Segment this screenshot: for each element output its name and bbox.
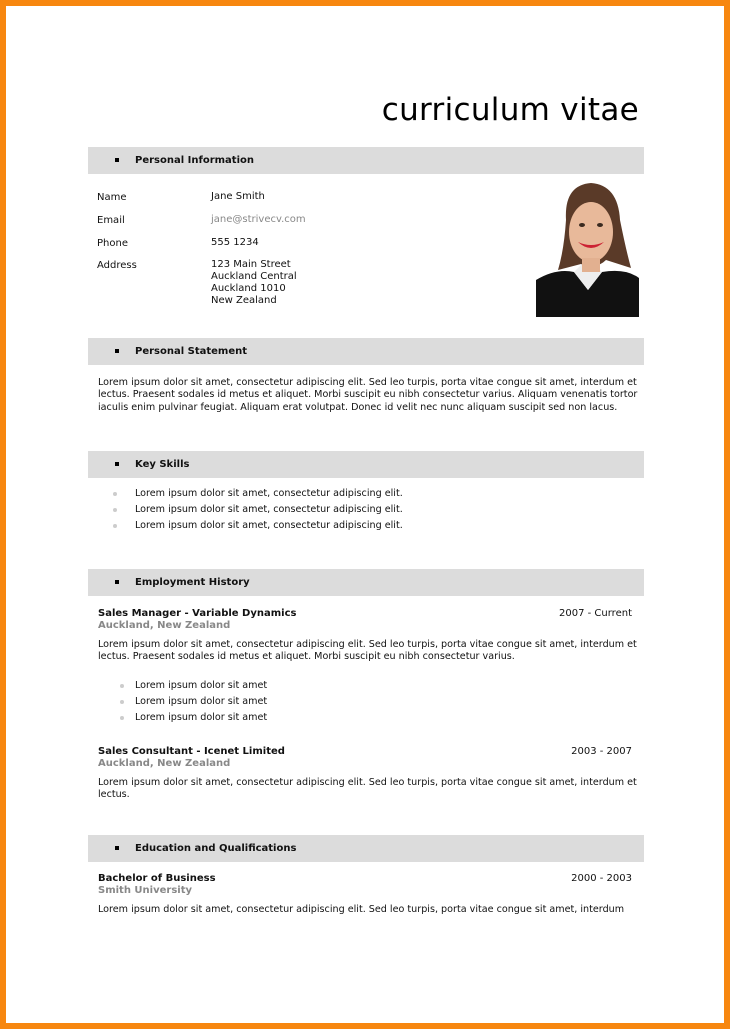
- job-dates: 2007 - Current: [559, 608, 632, 619]
- bullet-icon: [120, 700, 124, 704]
- skill-item: Lorem ipsum dolor sit amet, consectetur …: [135, 488, 403, 499]
- job-description: Lorem ipsum dolor sit amet, consectetur …: [98, 777, 637, 801]
- name-value: Jane Smith: [211, 191, 265, 202]
- section-title: Employment History: [135, 577, 250, 588]
- section-title: Education and Qualifications: [135, 843, 297, 854]
- section-header-key-skills: Key Skills: [88, 451, 644, 478]
- section-header-employment-history: Employment History: [88, 569, 644, 596]
- address-line: 123 Main Street: [211, 259, 291, 270]
- skill-item: Lorem ipsum dolor sit amet, consectetur …: [135, 504, 403, 515]
- education-dates: 2000 - 2003: [571, 873, 632, 884]
- bullet-icon: [115, 349, 119, 353]
- personal-statement-text: Lorem ipsum dolor sit amet, consectetur …: [98, 377, 638, 413]
- job-dates: 2003 - 2007: [571, 746, 632, 757]
- address-value: 123 Main Street Auckland Central Aucklan…: [211, 259, 297, 307]
- document-title: curriculum vitae: [381, 92, 639, 128]
- section-title: Personal Statement: [135, 346, 248, 357]
- section-header-education: Education and Qualifications: [88, 835, 644, 862]
- job-bullet: Lorem ipsum dolor sit amet: [135, 696, 268, 707]
- phone-value: 555 1234: [211, 237, 259, 248]
- address-line: Auckland 1010: [211, 283, 286, 294]
- job-title: Sales Manager - Variable Dynamics: [98, 608, 297, 619]
- job-bullet: Lorem ipsum dolor sit amet: [135, 712, 268, 723]
- job-location: Auckland, New Zealand: [98, 620, 231, 631]
- address-label: Address: [97, 260, 137, 271]
- section-title: Personal Information: [135, 155, 254, 166]
- job-description: Lorem ipsum dolor sit amet, consectetur …: [98, 639, 637, 663]
- section-title: Key Skills: [135, 459, 190, 470]
- email-link[interactable]: jane@strivecv.com: [211, 214, 306, 225]
- skill-item: Lorem ipsum dolor sit amet, consectetur …: [135, 520, 403, 531]
- phone-label: Phone: [97, 238, 128, 249]
- profile-photo: [536, 180, 639, 317]
- section-header-personal-information: Personal Information: [88, 147, 644, 174]
- bullet-icon: [120, 684, 124, 688]
- address-line: New Zealand: [211, 295, 277, 306]
- degree-title: Bachelor of Business: [98, 873, 216, 884]
- bullet-icon: [113, 524, 117, 528]
- section-header-personal-statement: Personal Statement: [88, 338, 644, 365]
- education-description: Lorem ipsum dolor sit amet, consectetur …: [98, 904, 625, 915]
- bullet-icon: [115, 846, 119, 850]
- bullet-icon: [120, 716, 124, 720]
- job-location: Auckland, New Zealand: [98, 758, 231, 769]
- bullet-icon: [115, 158, 119, 162]
- bullet-icon: [115, 580, 119, 584]
- bullet-icon: [113, 492, 117, 496]
- institution: Smith University: [98, 885, 193, 896]
- job-bullet: Lorem ipsum dolor sit amet: [135, 680, 268, 691]
- bullet-icon: [113, 508, 117, 512]
- address-line: Auckland Central: [211, 271, 297, 282]
- email-label: Email: [97, 215, 125, 226]
- name-label: Name: [97, 192, 127, 203]
- job-title: Sales Consultant - Icenet Limited: [98, 746, 285, 757]
- bullet-icon: [115, 462, 119, 466]
